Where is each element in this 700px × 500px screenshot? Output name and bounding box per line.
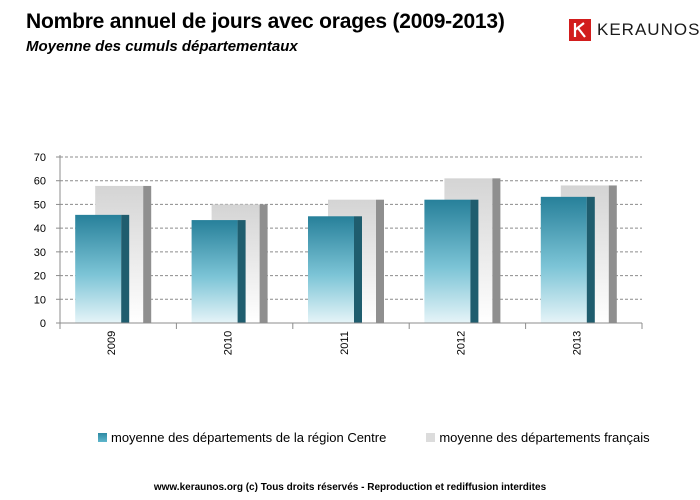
x-tick-label: 2010 [223, 331, 235, 355]
x-tick-label: 2012 [455, 331, 467, 355]
bar-france-side [608, 185, 617, 323]
legend-swatch-france [426, 433, 436, 442]
bar-france-side [376, 199, 384, 323]
brand-name: KERAUNOS [597, 20, 700, 39]
legend-label-france: moyenne des départements français [439, 430, 650, 445]
bar-chart: 0 10 20 30 40 50 60 70 2009 2010 2011 2012 2013 [34, 152, 643, 355]
bar-france-side [143, 185, 152, 323]
copyright-footer: www.keraunos.org (c) Tous droits réservé… [153, 482, 547, 493]
legend-item-region: moyenne des départements de la région Ce… [98, 430, 386, 445]
bar-region [424, 199, 471, 323]
bar-region [191, 220, 238, 323]
y-tick-label: 50 [34, 199, 46, 211]
bar-region-side [354, 216, 362, 323]
bar-france-side [492, 178, 501, 323]
y-tick-label: 10 [34, 294, 46, 306]
bar-region [308, 216, 354, 323]
x-tick-label: 2011 [339, 331, 351, 355]
legend-swatch-region [98, 433, 107, 442]
y-tick-label: 40 [34, 223, 46, 235]
y-tick-label: 30 [34, 247, 46, 259]
y-tick-label: 70 [34, 152, 46, 164]
keraunos-logo: KERAUNOS [569, 19, 700, 41]
x-tick-label: 2013 [572, 331, 584, 355]
bar-region [540, 196, 587, 323]
chart-subtitle: Moyenne des cumuls départementaux [26, 38, 298, 55]
chart-legend: moyenne des départements de la région Ce… [98, 430, 650, 445]
legend-item-france: moyenne des départements français [426, 430, 650, 445]
bar-region-side [121, 214, 130, 323]
y-tick-label: 20 [34, 271, 46, 283]
bar-region-side [470, 199, 479, 323]
legend-label-region: moyenne des départements de la région Ce… [111, 430, 387, 445]
bar-region-side [586, 196, 595, 323]
y-tick-label: 0 [40, 318, 46, 330]
bar-france-side [259, 204, 268, 323]
chart-title: Nombre annuel de jours avec orages (2009… [26, 10, 505, 33]
keraunos-logo-icon [569, 19, 591, 41]
bar-region [75, 214, 122, 323]
x-tick-label: 2009 [106, 331, 118, 355]
y-tick-label: 60 [34, 176, 46, 188]
bar-region-side [237, 220, 246, 323]
